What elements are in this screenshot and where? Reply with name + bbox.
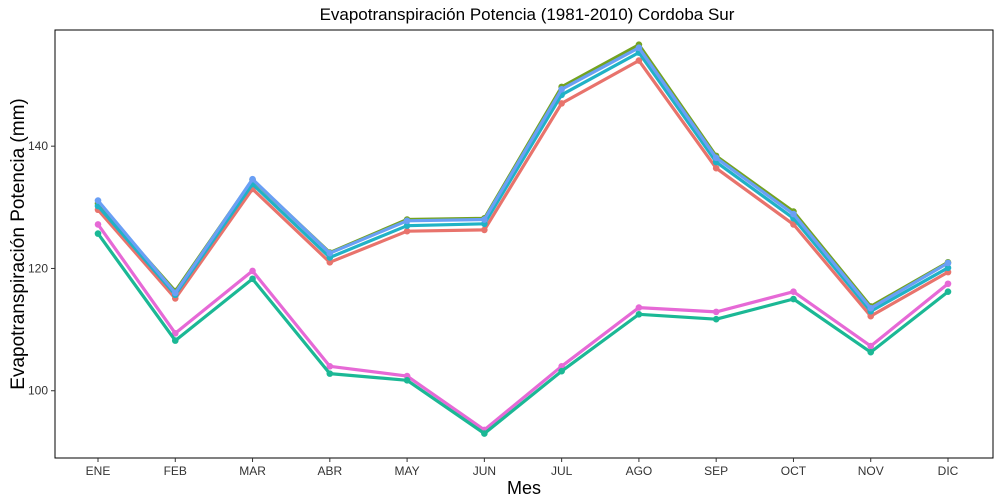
- series-layer: [94, 41, 952, 437]
- data-point: [635, 304, 643, 311]
- y-tick-label: 100: [28, 384, 48, 398]
- x-tick-label: MAR: [239, 464, 266, 478]
- series-line-6: [96, 232, 949, 436]
- data-point: [249, 267, 256, 275]
- data-point: [403, 222, 411, 229]
- x-tick-label: AGO: [626, 464, 653, 478]
- data-point: [790, 288, 797, 295]
- x-tick-label: OCT: [781, 464, 807, 478]
- data-point: [326, 249, 334, 257]
- data-point: [790, 210, 797, 218]
- data-point: [944, 259, 952, 267]
- data-point: [94, 197, 102, 204]
- data-point: [171, 289, 179, 297]
- data-point: [635, 57, 643, 64]
- x-axis: ENE FEB MAR ABR MAY JUN JUL AGO SEP OCT NOV DIC: [86, 458, 959, 478]
- x-tick-label: NOV: [858, 464, 884, 478]
- series-line-1: [96, 58, 949, 318]
- data-point: [326, 259, 334, 266]
- data-point: [867, 304, 875, 312]
- data-point: [944, 280, 952, 288]
- data-point: [944, 288, 952, 295]
- series-line-5: [96, 223, 950, 432]
- data-point: [790, 295, 797, 303]
- data-point: [558, 86, 565, 93]
- data-point: [558, 362, 565, 370]
- data-point: [171, 337, 179, 344]
- x-tick-label: SEP: [704, 464, 728, 478]
- x-tick-label: JUN: [473, 464, 496, 478]
- data-point: [635, 311, 643, 318]
- data-point: [712, 315, 720, 323]
- plot-panel: [54, 29, 994, 459]
- y-tick-label: 140: [28, 139, 48, 153]
- data-point: [94, 230, 102, 237]
- data-point: [867, 342, 875, 350]
- data-point: [249, 275, 256, 283]
- data-point: [403, 227, 411, 235]
- data-point: [171, 329, 179, 337]
- data-point: [944, 264, 952, 272]
- x-tick-label: JUL: [551, 464, 573, 478]
- x-tick-label: MAY: [395, 464, 420, 478]
- chart-title: Evapotranspiración Potencia (1981-2010) …: [320, 5, 735, 24]
- data-point: [867, 312, 875, 320]
- series-line-4: [96, 46, 949, 310]
- data-point: [635, 44, 643, 52]
- data-point: [403, 217, 411, 225]
- data-point: [558, 367, 565, 375]
- x-tick-label: ENE: [86, 464, 111, 478]
- data-point: [712, 154, 720, 162]
- data-point: [712, 308, 720, 316]
- x-tick-label: ABR: [317, 464, 342, 478]
- y-axis: 100 120 140: [28, 139, 55, 398]
- data-point: [249, 175, 256, 183]
- data-point: [790, 221, 797, 228]
- data-point: [326, 370, 334, 377]
- x-tick-label: FEB: [164, 464, 187, 478]
- data-point: [481, 216, 488, 223]
- data-point: [558, 100, 565, 107]
- data-point: [712, 164, 720, 172]
- data-point: [326, 362, 334, 370]
- y-tick-label: 120: [28, 261, 48, 275]
- data-point: [481, 226, 488, 234]
- data-point: [94, 221, 102, 228]
- series-line-3: [96, 50, 949, 313]
- data-point: [403, 377, 411, 384]
- x-tick-label: DIC: [938, 464, 959, 478]
- data-point: [867, 348, 875, 356]
- y-axis-label: Evapotranspiración Potencia (mm): [8, 98, 29, 389]
- data-point: [481, 430, 488, 437]
- x-axis-label: Mes: [507, 478, 541, 498]
